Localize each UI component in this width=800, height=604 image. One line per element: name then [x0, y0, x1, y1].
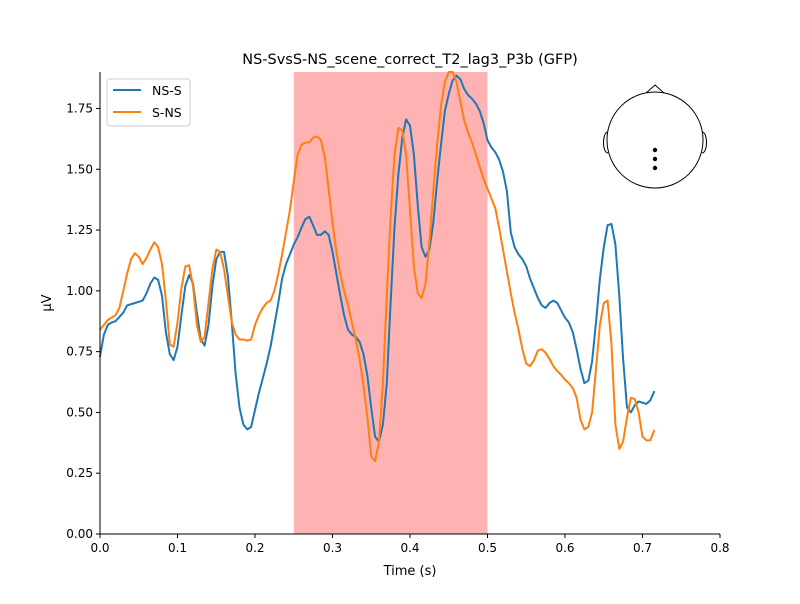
x-tick-label: 0.8	[710, 541, 729, 555]
y-tick-label: 1.25	[66, 223, 93, 237]
x-axis-label: Time (s)	[383, 564, 437, 579]
chart-title: NS-SvsS-NS_scene_correct_T2_lag3_P3b (GF…	[242, 52, 578, 68]
series-layer	[99, 71, 656, 463]
y-ticks: 0.00 0.25 0.50 0.75 1.00 1.25 1.50 1.75	[66, 101, 100, 541]
x-tick-label: 0.3	[323, 541, 342, 555]
x-tick-label: 0.7	[633, 541, 652, 555]
sensor-dot	[652, 147, 658, 153]
head-right-ear-icon	[701, 131, 707, 154]
axes: 0.0 0.1 0.2 0.3 0.4 0.5 0.6 0.7 0.8 0.00 0.25 0.50…	[66, 72, 730, 555]
sensor-dot	[652, 165, 658, 171]
y-tick-label: 0.25	[66, 466, 93, 480]
legend-label-s-ns: S-NS	[152, 105, 182, 120]
legend-label-ns-s: NS-S	[152, 83, 182, 98]
x-tick-label: 0.1	[168, 541, 187, 555]
y-axis-label: µV	[40, 294, 55, 311]
plot-area	[99, 71, 656, 534]
y-tick-label: 1.50	[66, 162, 93, 176]
x-tick-label: 0.6	[555, 541, 574, 555]
head-left-ear-icon	[603, 131, 609, 154]
legend: NS-S S-NS	[106, 78, 191, 127]
x-tick-label: 0.0	[90, 541, 109, 555]
head-outline-icon	[606, 91, 704, 189]
x-tick-label: 0.2	[245, 541, 264, 555]
y-tick-label: 0.75	[66, 345, 93, 359]
series-line-s-ns	[99, 71, 656, 463]
y-tick-label: 1.75	[66, 101, 93, 115]
x-ticks: 0.0 0.1 0.2 0.3 0.4 0.5 0.6 0.7 0.8	[90, 534, 730, 555]
y-tick-label: 1.00	[66, 284, 93, 298]
sensor-dots	[652, 147, 658, 171]
y-tick-label: 0.50	[66, 405, 93, 419]
x-tick-label: 0.4	[400, 541, 419, 555]
x-tick-label: 0.5	[478, 541, 497, 555]
sensor-head-inset	[603, 84, 707, 189]
y-tick-label: 0.00	[66, 527, 93, 541]
sensor-dot	[652, 156, 658, 162]
